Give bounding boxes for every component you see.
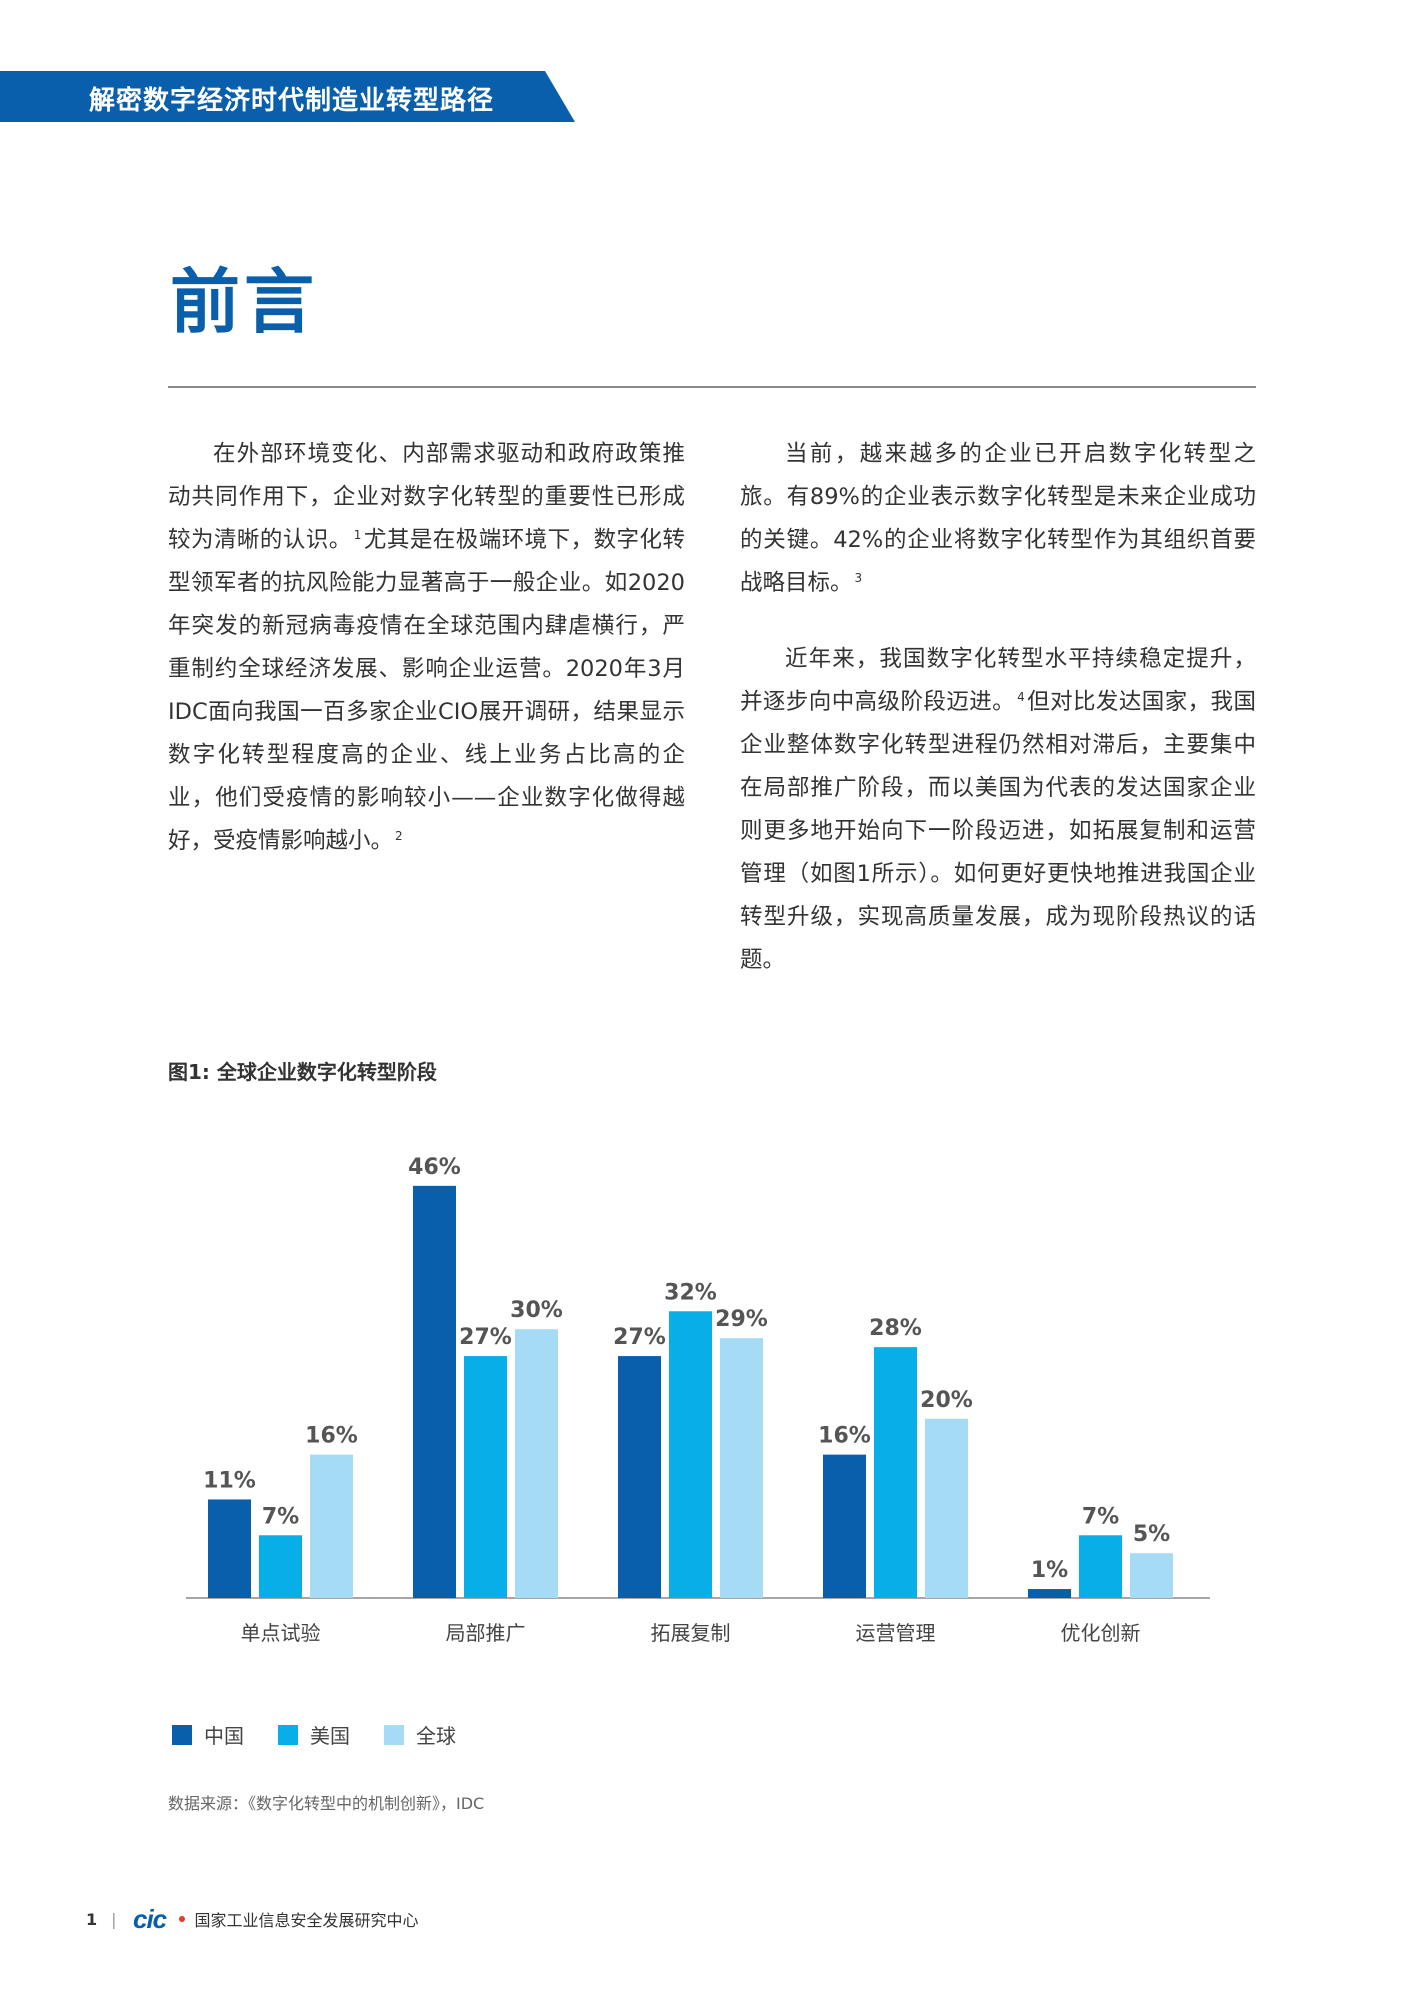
data-label: 27% xyxy=(613,1325,666,1350)
bar xyxy=(413,1185,456,1598)
bar xyxy=(1079,1535,1122,1598)
legend-label: 中国 xyxy=(204,1724,244,1748)
right-column: 当前，越来越多的企业已开启数字化转型之旅。有89%的企业表示数字化转型是未来企业… xyxy=(740,433,1256,982)
footnote-ref: 1 xyxy=(353,527,362,542)
figure-source: 数据来源：《数字化转型中的机制创新》，IDC xyxy=(168,1794,485,1813)
section-title: 前言 xyxy=(170,261,318,343)
x-tick-label: 拓展复制 xyxy=(651,1621,731,1645)
data-label: 16% xyxy=(305,1424,358,1449)
page-footer: 1 | cic 国家工业信息安全发展研究中心 xyxy=(86,1907,419,1931)
left-column: 在外部环境变化、内部需求驱动和政府政策推动共同作用下，企业对数字化转型的重要性已… xyxy=(168,433,685,863)
header-band xyxy=(0,71,575,122)
page-number: 1 xyxy=(86,1909,98,1929)
bar xyxy=(208,1499,251,1598)
right-paragraph-1: 当前，越来越多的企业已开启数字化转型之旅。有89%的企业表示数字化转型是未来企业… xyxy=(740,433,1256,605)
data-label: 30% xyxy=(510,1298,563,1323)
bar xyxy=(618,1356,661,1598)
left-paragraph: 在外部环境变化、内部需求驱动和政府政策推动共同作用下，企业对数字化转型的重要性已… xyxy=(168,433,685,863)
bar xyxy=(1028,1589,1071,1598)
bar xyxy=(310,1454,353,1598)
bar xyxy=(464,1356,507,1598)
bar xyxy=(1130,1553,1173,1598)
svg-text:cic: cic xyxy=(133,1907,168,1931)
data-label: 46% xyxy=(408,1155,461,1180)
data-label: 29% xyxy=(715,1307,768,1332)
right-paragraph-1-text: 当前，越来越多的企业已开启数字化转型之旅。有89%的企业表示数字化转型是未来企业… xyxy=(740,441,1256,596)
header-title: 解密数字经济时代制造业转型路径 xyxy=(89,86,495,116)
bar xyxy=(669,1311,712,1598)
x-tick-label: 局部推广 xyxy=(446,1621,526,1645)
legend-item: 中国 xyxy=(172,1720,244,1749)
data-label: 27% xyxy=(459,1325,512,1350)
bar xyxy=(720,1338,763,1598)
bar xyxy=(874,1347,917,1598)
legend-swatch xyxy=(172,1724,192,1745)
footnote-ref: 2 xyxy=(395,828,403,843)
footer-separator: | xyxy=(111,1909,117,1929)
x-tick-label: 运营管理 xyxy=(856,1621,936,1645)
bar xyxy=(515,1329,558,1598)
x-tick-label: 优化创新 xyxy=(1061,1621,1141,1645)
bar xyxy=(925,1418,968,1598)
legend-swatch xyxy=(384,1724,404,1745)
section-divider xyxy=(168,386,1256,388)
legend-swatch xyxy=(278,1724,298,1745)
cic-logo-icon: cic xyxy=(133,1907,185,1931)
data-label: 5% xyxy=(1133,1522,1170,1547)
legend-label: 美国 xyxy=(310,1724,350,1748)
bar xyxy=(823,1454,866,1598)
figure-title: 图1: 全球企业数字化转型阶段 xyxy=(168,1060,437,1084)
legend-label: 全球 xyxy=(416,1724,456,1748)
data-label: 16% xyxy=(818,1424,871,1449)
right-paragraph-2: 近年来，我国数字化转型水平持续稳定提升，并逐步向中高级阶段迈进。 4但对比发达国家… xyxy=(740,638,1256,982)
data-label: 1% xyxy=(1031,1558,1068,1583)
bar-chart: 11%7%16%单点试验46%27%30%局部推广27%32%29%拓展复制16… xyxy=(186,1155,1210,1645)
left-paragraph-part-b: 尤其是在极端环境下，数字化转型领军者的抗风险能力显著高于一般企业。如2020年突… xyxy=(168,527,685,854)
bar xyxy=(259,1535,302,1598)
footer-org-name: 国家工业信息安全发展研究中心 xyxy=(194,1911,419,1930)
chart-legend: 中国 美国 全球 xyxy=(172,1720,456,1749)
data-label: 28% xyxy=(869,1316,922,1341)
data-label: 7% xyxy=(1082,1504,1119,1529)
data-label: 11% xyxy=(203,1468,256,1493)
data-label: 7% xyxy=(262,1504,299,1529)
footnote-ref: 3 xyxy=(854,570,863,585)
right-paragraph-2-part-b: 但对比发达国家，我国企业整体数字化转型进程仍然相对滞后，主要集中在局部推广阶段，… xyxy=(740,689,1256,973)
right-paragraph-2-part-a: 近年来，我国数字化转型水平持续稳定提升，并逐步向中高级阶段迈进。 xyxy=(740,646,1256,715)
footnote-ref: 4 xyxy=(1017,689,1025,704)
data-label: 20% xyxy=(920,1388,973,1413)
x-tick-label: 单点试验 xyxy=(241,1621,321,1645)
data-label: 32% xyxy=(664,1280,717,1305)
left-paragraph-part-a: 在外部环境变化、内部需求驱动和政府政策推动共同作用下，企业对数字化转型的重要性已… xyxy=(168,441,685,553)
legend-item: 美国 xyxy=(278,1720,350,1749)
legend-item: 全球 xyxy=(384,1720,456,1749)
